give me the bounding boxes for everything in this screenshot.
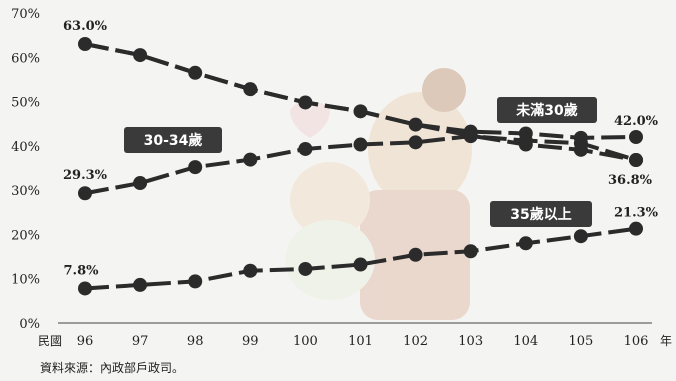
data-point — [243, 82, 258, 97]
x-tick-label: 105 — [568, 334, 593, 349]
data-labels: 63.0% 42.0% 29.3% 36.8% 7.8% 21.3% — [63, 19, 659, 278]
data-point — [243, 152, 258, 167]
data-point — [78, 186, 92, 201]
data-point — [353, 257, 368, 272]
x-axis-ticks: 96 97 98 99 100 101 102 103 104 105 106 — [77, 334, 649, 349]
x-tick-label: 96 — [77, 334, 94, 349]
x-prefix-label: 民國 — [38, 334, 62, 348]
series-tags: 未滿30歲 30-34歲 35歲以上 — [124, 97, 597, 227]
data-point — [188, 160, 203, 175]
x-tick-label: 98 — [187, 334, 204, 349]
data-point — [629, 221, 643, 236]
data-label: 36.8% — [608, 173, 653, 188]
x-tick-label: 103 — [458, 334, 483, 349]
series-tag-box — [124, 127, 222, 153]
data-label: 63.0% — [63, 19, 108, 34]
data-point — [408, 117, 423, 132]
y-tick-label: 20% — [11, 228, 40, 243]
x-tick-label: 99 — [242, 334, 259, 349]
data-point — [353, 137, 368, 152]
y-axis-ticks: 0% 10% 20% 30% 40% 50% 60% 70% — [11, 7, 40, 332]
data-point — [408, 247, 423, 262]
x-suffix-label: 年 — [660, 334, 672, 348]
x-tick-label: 100 — [293, 334, 318, 349]
series-tag-box — [490, 201, 592, 227]
data-label: 29.3% — [63, 168, 108, 183]
mother-baby-illustration — [285, 68, 472, 320]
data-point — [188, 274, 203, 289]
y-tick-label: 60% — [11, 51, 40, 66]
data-point — [188, 65, 203, 80]
data-point — [133, 48, 148, 63]
data-point — [298, 261, 313, 276]
series-line-0 — [84, 42, 637, 140]
x-tick-label: 106 — [624, 334, 649, 349]
data-point — [298, 141, 313, 156]
data-point — [243, 263, 258, 278]
source-note: 資料來源：內政部戶政司。 — [40, 360, 184, 375]
x-tick-label: 101 — [348, 334, 373, 349]
data-point — [133, 277, 148, 292]
data-point — [463, 244, 478, 259]
data-point — [573, 229, 588, 244]
data-point — [133, 176, 148, 191]
y-tick-label: 30% — [11, 184, 40, 199]
series-tag-label: 35歲以上 — [510, 206, 571, 223]
data-point — [573, 136, 588, 151]
data-point — [298, 95, 313, 110]
series-tag-label: 30-34歲 — [144, 132, 203, 149]
y-tick-label: 40% — [11, 140, 40, 155]
data-label: 42.0% — [614, 114, 659, 129]
series-tag-label: 未滿30歲 — [516, 102, 577, 119]
series-tag-box — [497, 97, 597, 123]
data-point — [629, 153, 643, 168]
data-point — [518, 133, 533, 148]
data-point — [518, 236, 533, 251]
y-tick-label: 70% — [11, 7, 40, 22]
data-point — [629, 130, 643, 144]
data-label: 21.3% — [614, 206, 659, 221]
x-tick-label: 102 — [403, 334, 428, 349]
y-tick-label: 10% — [11, 273, 40, 288]
x-tick-label: 97 — [132, 334, 149, 349]
y-tick-label: 50% — [11, 96, 40, 111]
data-point — [463, 129, 478, 144]
data-label: 7.8% — [64, 263, 100, 278]
series-points — [78, 37, 643, 296]
data-point — [353, 104, 368, 119]
data-point — [408, 135, 423, 150]
y-tick-label: 0% — [19, 317, 40, 332]
data-point — [78, 281, 92, 296]
x-tick-label: 104 — [513, 334, 538, 349]
data-point — [78, 37, 92, 51]
